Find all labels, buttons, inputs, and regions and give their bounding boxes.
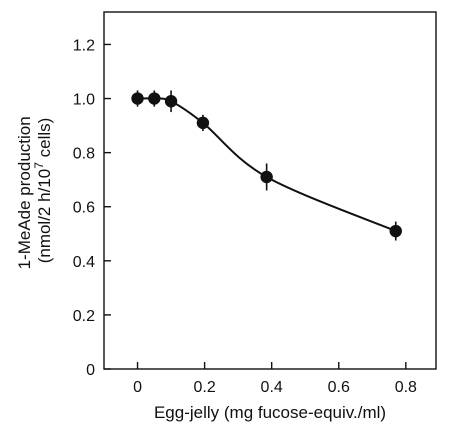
- y-axis-label-suffix: cells): [35, 118, 54, 162]
- y-axis-label-prefix: (nmol/2 h/10: [35, 169, 54, 264]
- y-tick-label: 1.0: [73, 92, 95, 109]
- data-point: [131, 92, 144, 105]
- y-axis-label-line2: (nmol/2 h/107 cells): [32, 118, 54, 264]
- y-tick-label: 1.2: [73, 37, 95, 54]
- y-tick-label: 0.2: [73, 308, 95, 325]
- data-point: [260, 170, 273, 184]
- plot-frame: [103, 11, 437, 370]
- x-tick-label: 0.6: [328, 379, 350, 396]
- y-axis-label-exponent: 7: [32, 162, 46, 169]
- tick-labels: 0 0.2 0.4 0.6 0.8 0 0.2 0.4 0.6 0.8 1.0 1.2: [73, 37, 417, 396]
- y-tick-label: 0: [86, 362, 95, 379]
- y-tick-label: 0.4: [73, 254, 95, 271]
- axis-ticks: [104, 43, 407, 370]
- y-tick-label: 0.8: [73, 146, 95, 163]
- y-tick-label: 0.6: [73, 200, 95, 217]
- data-point: [164, 95, 178, 108]
- x-tick-label: 0: [133, 379, 142, 396]
- x-axis-label: Egg-jelly (mg fucose-equiv./ml): [154, 403, 386, 422]
- y-axis-label: 1-MeAde production (nmol/2 h/107 cells): [15, 112, 54, 270]
- data-points: [131, 92, 402, 238]
- x-tick-label: 0.8: [395, 379, 417, 396]
- data-point: [148, 92, 161, 105]
- x-tick-label: 0.2: [193, 379, 215, 396]
- data-point: [196, 116, 210, 130]
- error-bars: [136, 90, 397, 241]
- data-point: [389, 224, 402, 238]
- x-tick-label: 0.4: [261, 379, 283, 396]
- y-axis-label-line1: 1-MeAde production: [15, 116, 34, 269]
